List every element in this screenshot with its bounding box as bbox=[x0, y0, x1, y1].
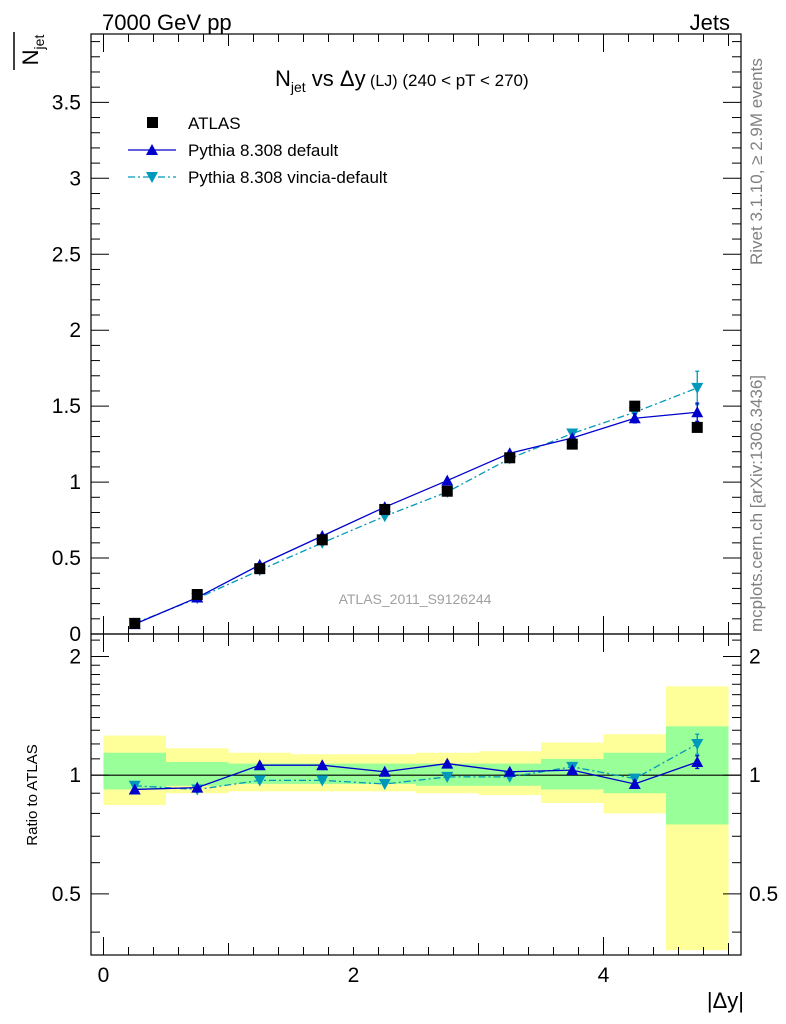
main-atlas-point bbox=[191, 589, 203, 601]
main-atlas-point bbox=[254, 563, 266, 575]
legend-label-atlas: ATLAS bbox=[188, 114, 241, 133]
xtick-label: 4 bbox=[598, 964, 610, 987]
rivet-label: Rivet 3.1.10, ≥ 2.9M events bbox=[747, 58, 766, 265]
analysis-label: ATLAS_2011_S9126244 bbox=[339, 591, 492, 607]
ratio-default-point bbox=[253, 759, 266, 771]
title-rest: vs Δy bbox=[306, 66, 366, 91]
title-sub: jet bbox=[290, 79, 306, 95]
main-default-point bbox=[691, 406, 704, 418]
ratio-default-point bbox=[191, 781, 204, 793]
main-default-point bbox=[628, 412, 641, 424]
main-atlas-point bbox=[504, 452, 516, 464]
svg-text:Njet: Njet bbox=[18, 35, 47, 66]
ratio-frame bbox=[90, 633, 742, 956]
main-atlas-point bbox=[566, 438, 578, 450]
legend-marker-vincia bbox=[146, 172, 158, 183]
mcplots-label: mcplots.cern.ch [arXiv:1306.3436] bbox=[747, 375, 766, 632]
ratio-ytick-label-right: 2 bbox=[749, 645, 761, 668]
ratio-ytick-label-right: 0.5 bbox=[749, 883, 778, 906]
ratio-panel: 0 2 4 0.5 0.5 1 1 2 2 bbox=[52, 633, 778, 987]
main-ylabel-n: N bbox=[18, 49, 43, 65]
main-ytick-label: 0.5 bbox=[52, 547, 81, 570]
plot-title: Njet vs Δy (LJ) (240 < pT < 270) bbox=[275, 66, 529, 95]
legend: ATLAS Pythia 8.308 default Pythia 8.308 … bbox=[128, 114, 388, 187]
ratio-ylabel: Ratio to ATLAS bbox=[24, 744, 41, 845]
ratio-default-point bbox=[441, 757, 454, 769]
main-ytick-label: 3 bbox=[69, 167, 81, 190]
legend-label-default: Pythia 8.308 default bbox=[188, 141, 339, 160]
ratio-default-point bbox=[316, 759, 329, 771]
ratio-vincia-point bbox=[316, 775, 329, 787]
ratio-default-point bbox=[628, 777, 641, 789]
ratio-vincia-point bbox=[378, 778, 391, 790]
legend-label-vincia: Pythia 8.308 vincia-default bbox=[188, 168, 388, 187]
energy-label: 7000 GeV pp bbox=[102, 10, 232, 35]
ratio-ytick-label-right: 1 bbox=[749, 764, 761, 787]
ratio-default-point bbox=[566, 764, 579, 776]
ratio-vincia-point bbox=[441, 771, 454, 783]
process-label: Jets bbox=[690, 10, 730, 35]
main-ytick-label: 0 bbox=[69, 623, 81, 646]
ratio-vincia-point bbox=[253, 775, 266, 787]
title-range: (240 < pT < 270) bbox=[398, 71, 529, 90]
main-atlas-point bbox=[379, 503, 391, 515]
ratio-band-inner bbox=[166, 761, 229, 786]
main-ylabel: Njet bbox=[18, 35, 47, 66]
ratio-ytick-label: 2 bbox=[69, 645, 81, 668]
ratio-default-point bbox=[378, 765, 391, 777]
ratio-default-line bbox=[134, 761, 698, 791]
main-atlas-point bbox=[316, 534, 328, 546]
ratio-default-point bbox=[503, 765, 516, 777]
main-default-line bbox=[134, 411, 698, 625]
main-atlas-point bbox=[691, 421, 703, 433]
ratio-ytick-label: 1 bbox=[69, 764, 81, 787]
ratio-band-inner bbox=[228, 763, 291, 784]
main-ylabel-sub: jet bbox=[31, 35, 47, 51]
xlabel: |Δy| bbox=[707, 988, 744, 1013]
main-ytick-label: 3.5 bbox=[52, 91, 81, 114]
ratio-band-inner bbox=[291, 763, 354, 784]
main-ytick-label: 1.5 bbox=[52, 395, 81, 418]
main-ytick-label: 1 bbox=[69, 471, 81, 494]
ratio-ytick-label: 0.5 bbox=[52, 883, 81, 906]
main-atlas-point bbox=[129, 617, 141, 629]
xtick-label: 2 bbox=[348, 964, 360, 987]
main-atlas-point bbox=[441, 485, 453, 497]
xtick-label: 0 bbox=[98, 964, 110, 987]
title-main: N bbox=[275, 66, 291, 91]
main-atlas-point bbox=[629, 400, 641, 412]
main-default-point bbox=[441, 474, 454, 486]
main-ytick-label: 2.5 bbox=[52, 243, 81, 266]
main-ytick-label: 2 bbox=[69, 319, 81, 342]
legend-marker-atlas bbox=[147, 117, 158, 128]
title-small: (LJ) bbox=[366, 73, 398, 90]
ratio-default-point bbox=[691, 755, 704, 767]
legend-marker-default bbox=[146, 144, 158, 155]
ratio-vincia-line bbox=[134, 743, 698, 791]
main-vincia-point bbox=[691, 382, 704, 394]
ratio-vincia-point bbox=[691, 738, 704, 750]
ratio-default-point bbox=[128, 783, 141, 795]
main-vincia-line bbox=[134, 387, 698, 624]
